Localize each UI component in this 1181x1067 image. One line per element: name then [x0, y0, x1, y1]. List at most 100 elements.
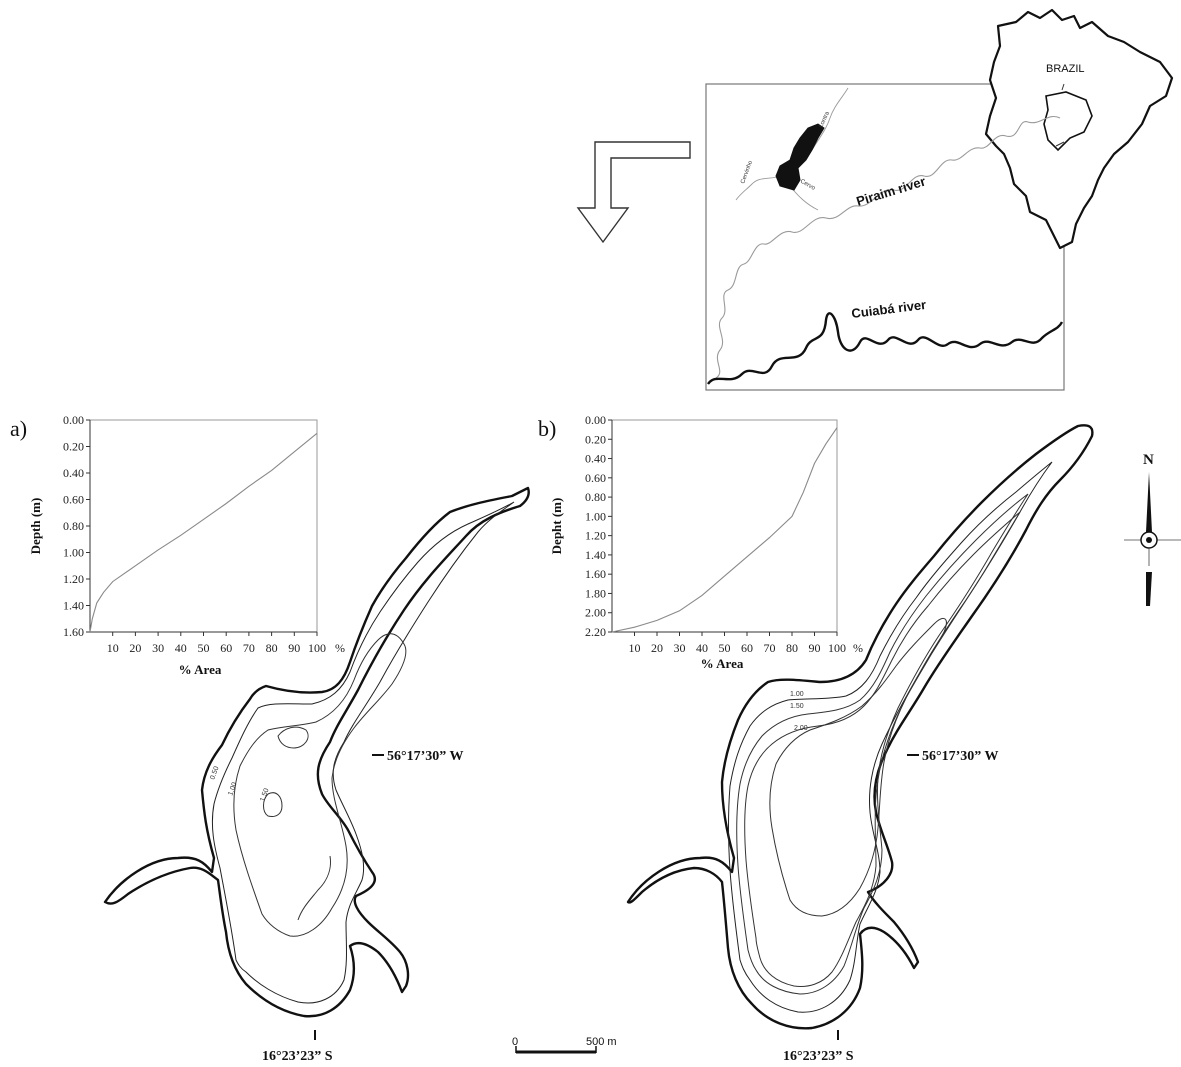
depth-chart-b: 0.00 0.20 0.40 0.60 0.80 1.00 1.20 1.40 1.60 1.80… — [549, 413, 863, 671]
chartB-ytick-label: 1.40 — [585, 548, 606, 562]
chartB-xtick-label: 20 — [651, 641, 663, 655]
chartB-xtick-label: 10 — [629, 641, 641, 655]
chartA-ytick-label: 0.40 — [63, 466, 84, 480]
lake-a-contour-150b — [277, 726, 309, 749]
lake-b-contour-200 — [769, 617, 947, 917]
chartB-xtick-label: 70 — [764, 641, 776, 655]
north-label: N — [1143, 452, 1154, 468]
chart-a-series-line — [89, 432, 318, 633]
chart-b-series-line — [611, 427, 838, 633]
chartA-xtick-label: 50 — [198, 641, 210, 655]
state-outline — [1043, 91, 1093, 152]
cervinho-stream-line — [735, 175, 781, 201]
contour-label-b-200: 2.00 — [794, 725, 808, 732]
chartA-ytick-label: 0.80 — [63, 519, 84, 533]
compass-rose-inner — [1146, 537, 1152, 543]
chartB-xtick-label: 50 — [719, 641, 731, 655]
chartA-xtick-label: 100 — [308, 641, 326, 655]
chartA-xtick-label: 30 — [152, 641, 164, 655]
chartB-ytick-label: 0.00 — [585, 413, 606, 427]
chartB-ytick-label: 0.80 — [585, 490, 606, 504]
lake-a-shoreline — [103, 486, 530, 1018]
chartB-xtick-label: 80 — [786, 641, 798, 655]
chartA-ytick-label: 0.20 — [63, 440, 84, 454]
chartA-xtick-label: 60 — [220, 641, 232, 655]
chart-b-frame — [612, 419, 838, 632]
chartA-xtick-label: 40 — [175, 641, 187, 655]
cervinho-label: Cervinho — [740, 159, 754, 184]
chartA-ytick-label: 0.00 — [63, 413, 84, 427]
chartA-ytick-label: 1.60 — [63, 625, 84, 639]
chartB-ytick-label: 2.00 — [585, 606, 606, 620]
lake-b-contour-050 — [728, 461, 1053, 1013]
longitude-label-b: 56°17’30” W — [922, 749, 999, 764]
contour-label-a-150: 1.50 — [259, 787, 270, 802]
cuiaba-river-label: Cuiabá river — [851, 297, 927, 321]
chartB-ytick-label: 1.80 — [585, 586, 606, 600]
north-arrow-lower — [1146, 572, 1152, 606]
chartB-xtick-label: 60 — [741, 641, 753, 655]
contour-label-a-050: 0.50 — [209, 765, 220, 780]
contour-label-b-150: 1.50 — [790, 703, 804, 710]
north-arrow: N — [1124, 452, 1181, 606]
chartB-ytick-label: 2.20 — [585, 625, 606, 639]
chartB-xtick-label: 30 — [674, 641, 686, 655]
country-label: BRAZIL — [1046, 63, 1085, 75]
chartA-xtick-label: 80 — [266, 641, 278, 655]
leader-line — [1055, 141, 1065, 147]
lake-b-shoreline — [626, 424, 1094, 1030]
lake-a-contour-150 — [263, 792, 283, 817]
chart-b-x-unit: % — [853, 641, 863, 655]
piraim-river-label: Piraim river — [854, 174, 927, 209]
cervo-label: Cervo — [799, 179, 816, 193]
chartB-xtick-label: 40 — [696, 641, 708, 655]
lake-b-contour-150 — [744, 511, 1021, 987]
chartB-xtick-label: 100 — [828, 641, 846, 655]
chartA-xtick-label: 70 — [243, 641, 255, 655]
lake-a-contour-100b — [297, 855, 331, 921]
chart-a-ylabel: Depth (m) — [28, 498, 43, 555]
chartA-ytick-label: 1.40 — [63, 599, 84, 613]
pointer-arrow — [576, 141, 691, 244]
chartA-xtick-label: 20 — [129, 641, 141, 655]
chart-a-frame — [90, 419, 318, 632]
longitude-label-a: 56°17’30” W — [387, 749, 464, 764]
panel-a-label: a) — [10, 416, 27, 441]
cuiaba-river-line — [707, 312, 1064, 385]
scale-bar-end-label: 500 m — [586, 1036, 617, 1048]
lontra-stream-line — [811, 87, 849, 151]
contour-label-b-100: 1.00 — [790, 691, 804, 698]
chartA-ytick-label: 1.20 — [63, 572, 84, 586]
leader-line — [1061, 83, 1065, 91]
chartA-ytick-label: 1.00 — [63, 546, 84, 560]
reservoir-shape — [775, 123, 825, 191]
lake-a-contour-050 — [211, 501, 515, 1004]
chartA-xtick-label: 10 — [107, 641, 119, 655]
chart-a-xlabel: % Area — [179, 662, 222, 677]
chartB-ytick-label: 0.20 — [585, 432, 606, 446]
north-arrow-upper — [1146, 472, 1152, 532]
location-inset: BRAZIL Piraim river Cuiabá river Lontra … — [705, 8, 1174, 391]
chart-a-x-unit: % — [335, 641, 345, 655]
scale-bar: 0 500 m — [512, 1036, 617, 1054]
scale-bar-zero-label: 0 — [512, 1036, 518, 1048]
chart-b-xlabel: % Area — [701, 656, 744, 671]
chart-b-ylabel: Depht (m) — [549, 498, 564, 555]
chartA-xtick-label: 90 — [288, 641, 300, 655]
latitude-label-b: 16°23’23” S — [783, 1049, 854, 1064]
chartA-ytick-label: 0.60 — [63, 493, 84, 507]
chartB-xtick-label: 90 — [809, 641, 821, 655]
chartB-ytick-label: 1.60 — [585, 567, 606, 581]
panel-b-label: b) — [538, 416, 556, 441]
contour-label-a-100: 1.00 — [227, 781, 238, 796]
lake-map-b: 1.00 1.50 2.00 56°17’30” W 16°23’23” S — [626, 424, 1094, 1064]
latitude-label-a: 16°23’23” S — [262, 1049, 333, 1064]
chartB-ytick-label: 0.60 — [585, 471, 606, 485]
lake-map-a: 0.50 1.00 1.50 56°17’30” W 16°23’23” S — [103, 486, 530, 1064]
chartB-ytick-label: 1.20 — [585, 529, 606, 543]
chartB-ytick-label: 0.40 — [585, 452, 606, 466]
chartB-ytick-label: 1.00 — [585, 509, 606, 523]
lake-a-contour-100 — [233, 633, 407, 937]
piraim-river-line — [715, 116, 1061, 379]
depth-chart-a: 0.00 0.20 0.40 0.60 0.80 1.00 1.20 1.40 1.60 10 2… — [28, 413, 345, 677]
